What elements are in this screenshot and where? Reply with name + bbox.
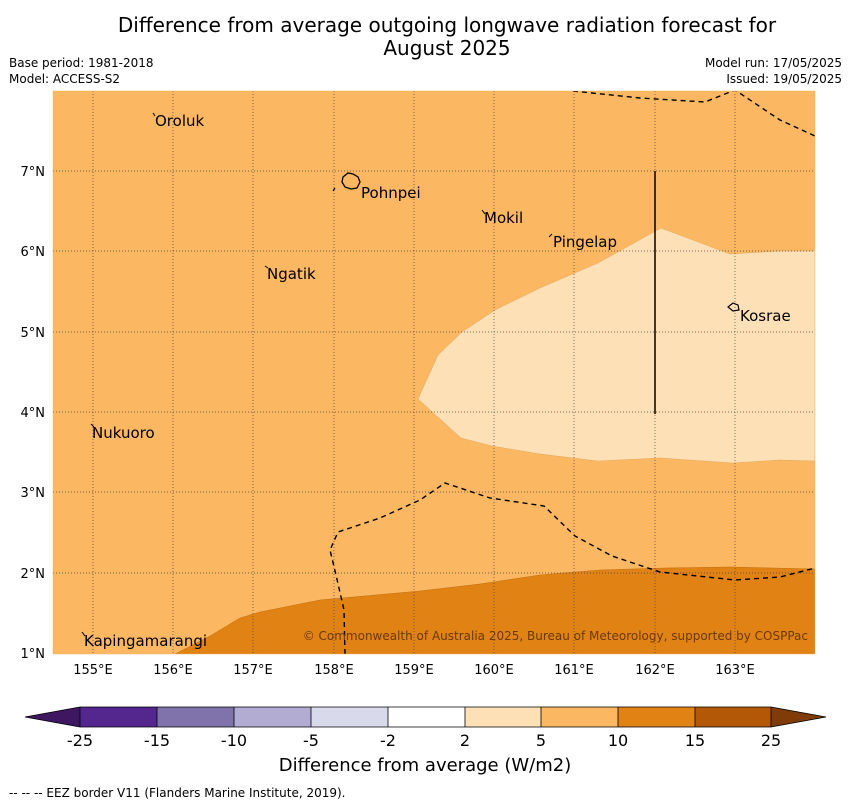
meta-right: Model run: 17/05/2025 Issued: 19/05/2025	[705, 55, 842, 87]
place-label-ngatik: Ngatik	[267, 265, 316, 283]
lon-tick: 157°E	[233, 663, 273, 678]
lon-tick: 162°E	[635, 663, 675, 678]
place-label-kapingamarangi: Kapingamarangi	[84, 632, 207, 650]
mokil-atoll-icon	[481, 209, 486, 215]
ngatik-atoll-icon	[264, 265, 269, 269]
place-label-pingelap: Pingelap	[553, 233, 617, 251]
colorbar-tick: 2	[460, 731, 470, 750]
lat-tick: 4°N	[21, 406, 46, 421]
pohnpei-island-icon	[341, 172, 361, 190]
colorbar-segment	[388, 707, 465, 727]
lon-tick: 161°E	[554, 663, 594, 678]
graticule	[53, 91, 815, 654]
atoll-markers	[81, 112, 553, 637]
oroluk-atoll-icon	[152, 112, 156, 117]
colorbar-segment	[311, 707, 388, 727]
colorbar-segment	[541, 707, 618, 727]
colorbar-tick: 10	[608, 731, 628, 750]
colorbar-segment	[695, 707, 771, 727]
lon-tick: 159°E	[394, 663, 434, 678]
colorbar-segment	[234, 707, 311, 727]
map-frame	[52, 90, 816, 655]
lon-tick: 156°E	[153, 663, 193, 678]
lon-tick: 158°E	[314, 663, 354, 678]
colorbar-tick: -25	[67, 731, 93, 750]
lat-tick: 5°N	[21, 326, 46, 341]
kapingamarangi-atoll-icon	[81, 631, 86, 637]
pingelap-atoll-icon	[548, 233, 553, 238]
latitude-axis: 7°N 6°N 5°N 4°N 3°N 2°N 1°N	[21, 165, 46, 662]
colorbar-tick: -10	[221, 731, 247, 750]
colorbar-extend-high	[771, 707, 826, 727]
lat-tick: 2°N	[21, 567, 46, 582]
colorbar-tick: 15	[685, 731, 705, 750]
place-label-pohnpei: Pohnpei	[361, 184, 421, 202]
colorbar-segment	[465, 707, 541, 727]
lon-tick: 155°E	[73, 663, 113, 678]
place-label-nukuoro: Nukuoro	[92, 424, 155, 442]
place-label-oroluk: Oroluk	[155, 112, 204, 130]
lat-tick: 7°N	[21, 165, 46, 180]
eez-footnote: -- -- -- EEZ border V11 (Flanders Marine…	[9, 786, 346, 800]
colorbar-tick: 5	[536, 731, 546, 750]
pohnpei-islet-icon	[332, 187, 336, 192]
lon-tick: 163°E	[715, 663, 755, 678]
model-name: Model: ACCESS-S2	[9, 72, 121, 86]
place-label-kosrae: Kosrae	[740, 307, 791, 325]
place-label-mokil: Mokil	[484, 209, 523, 227]
colorbar-segment	[80, 707, 157, 727]
meta-left: Base period: 1981-2018 Model: ACCESS-S2	[9, 55, 154, 87]
colorbar-tick: -2	[380, 731, 396, 750]
kosrae-island-icon	[727, 302, 740, 312]
map-plot-area: Oroluk Pohnpei Mokil Pingelap Ngatik Kos…	[53, 91, 815, 654]
colorbar-segment	[157, 707, 234, 727]
title-line-2: August 2025	[383, 36, 511, 60]
lat-tick: 1°N	[21, 647, 46, 662]
colorbar-label: Difference from average (W/m2)	[278, 755, 572, 776]
copyright-notice: © Commonwealth of Australia 2025, Bureau…	[303, 629, 808, 643]
anomaly-2-5-region	[417, 227, 815, 464]
map-title: Difference from average outgoing longwav…	[0, 14, 850, 60]
base-period: Base period: 1981-2018	[9, 56, 154, 70]
longitude-axis: 155°E 156°E 157°E 158°E 159°E 160°E 161°…	[73, 663, 755, 678]
colorbar-tick: 25	[761, 731, 781, 750]
colorbar-tick: -15	[144, 731, 170, 750]
colorbar-tick: -5	[303, 731, 319, 750]
colorbar: -25 -15 -10 -5 -2 2 5 10 15 25	[24, 706, 827, 750]
nukuoro-atoll-icon	[90, 423, 95, 428]
lat-tick: 3°N	[21, 486, 46, 501]
lon-tick: 160°E	[474, 663, 514, 678]
lat-tick: 6°N	[21, 245, 46, 260]
colorbar-segment	[618, 707, 695, 727]
model-run: Model run: 17/05/2025	[704, 56, 842, 70]
eez-borders	[329, 91, 815, 654]
issued-date: Issued: 19/05/2025	[726, 72, 842, 86]
title-line-1: Difference from average outgoing longwav…	[117, 13, 777, 37]
colorbar-extend-low	[25, 707, 80, 727]
anomaly-10-15-region	[174, 566, 815, 654]
